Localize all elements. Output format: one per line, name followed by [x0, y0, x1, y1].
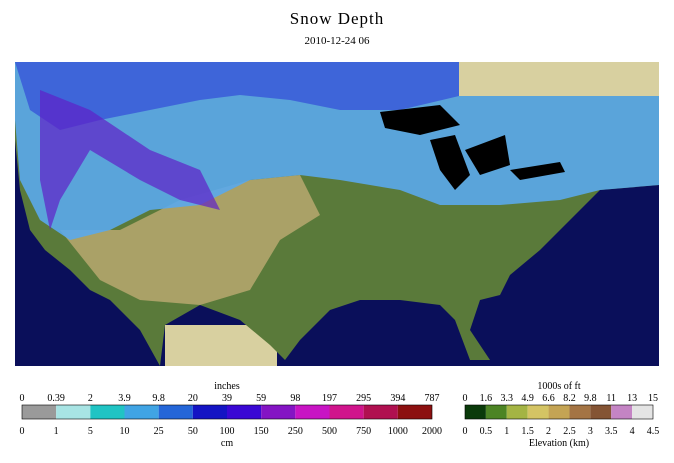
terrain	[60, 175, 320, 305]
legend-label: 8.2	[563, 393, 576, 404]
title: Snow Depth	[290, 9, 385, 28]
snow-deep	[15, 62, 459, 130]
legend-label: 0	[20, 426, 25, 437]
legend-label: 98	[290, 393, 300, 404]
legend-label: 3.3	[501, 393, 514, 404]
legend-label: 4.5	[647, 426, 660, 437]
legend-swatch	[363, 405, 398, 419]
legend-label: 10	[120, 426, 130, 437]
legend-label: 25	[154, 426, 164, 437]
legend-label: 5	[88, 426, 93, 437]
legend-label: 295	[356, 393, 371, 404]
legend-label: 3.5	[605, 426, 618, 437]
no-data	[459, 62, 659, 96]
legend-unit: Elevation (km)	[529, 438, 589, 449]
legend-swatch	[397, 405, 432, 419]
legend-swatch	[124, 405, 159, 419]
legend-label: 9.8	[584, 393, 597, 404]
legend-swatch	[506, 405, 528, 419]
legend-label: 3	[588, 426, 593, 437]
legend-label: 50	[188, 426, 198, 437]
legend-label: 15	[648, 393, 658, 404]
great-lakes	[380, 105, 565, 190]
legend-swatch	[590, 405, 612, 419]
legend-swatch	[548, 405, 570, 419]
legend-label: 150	[254, 426, 269, 437]
legend-label: 1	[54, 426, 59, 437]
legend-label: 1000	[388, 426, 408, 437]
legend-label: 394	[390, 393, 405, 404]
legend-unit: cm	[221, 438, 233, 449]
legend-label: 59	[256, 393, 266, 404]
legend-swatch	[465, 405, 486, 419]
legend-label: 2000	[422, 426, 442, 437]
subtitle: 2010-12-24 06	[304, 35, 370, 47]
legend-swatch	[485, 405, 507, 419]
legend-swatch	[527, 405, 549, 419]
legend-frame	[21, 404, 433, 420]
legend-label: 11	[606, 393, 616, 404]
map	[15, 62, 659, 366]
legend-swatch	[227, 405, 262, 419]
legend-label: 13	[627, 393, 637, 404]
legend-label: 4.9	[521, 393, 534, 404]
snow-mountain	[40, 90, 220, 230]
legend-label: 1	[504, 426, 509, 437]
legend-label: 6.6	[542, 393, 555, 404]
legend-swatch	[158, 405, 193, 419]
legend-label: 2.5	[563, 426, 576, 437]
legend-label: 0	[20, 393, 25, 404]
legend-swatch	[295, 405, 330, 419]
legend-label: 100	[220, 426, 235, 437]
legend-label: 0.39	[47, 393, 65, 404]
legend-frame	[464, 404, 654, 420]
legend-label: 750	[356, 426, 371, 437]
legend-label: 2	[546, 426, 551, 437]
legend-unit: inches	[214, 381, 240, 392]
legend-label: 1.6	[480, 393, 493, 404]
legend-label: 9.8	[152, 393, 165, 404]
legend-label: 787	[425, 393, 440, 404]
legend-label: 250	[288, 426, 303, 437]
legend-label: 0	[463, 393, 468, 404]
legend-swatch	[611, 405, 633, 419]
legend-swatch	[569, 405, 591, 419]
legend-label: 3.9	[118, 393, 131, 404]
legend-label: 2	[88, 393, 93, 404]
legend-label: 0	[463, 426, 468, 437]
legend-swatch	[22, 405, 57, 419]
legend-swatch	[261, 405, 296, 419]
legend-label: 500	[322, 426, 337, 437]
legend-swatch	[632, 405, 653, 419]
legend-swatch	[329, 405, 364, 419]
legend-swatch	[90, 405, 125, 419]
legend-label: 1.5	[521, 426, 534, 437]
legend-unit: 1000s of ft	[537, 381, 581, 392]
legend-label: 0.5	[480, 426, 493, 437]
legend-label: 4	[630, 426, 635, 437]
legend-swatch	[56, 405, 91, 419]
legend-swatch	[192, 405, 227, 419]
legend-label: 197	[322, 393, 337, 404]
legend-label: 39	[222, 393, 232, 404]
legend-label: 20	[188, 393, 198, 404]
